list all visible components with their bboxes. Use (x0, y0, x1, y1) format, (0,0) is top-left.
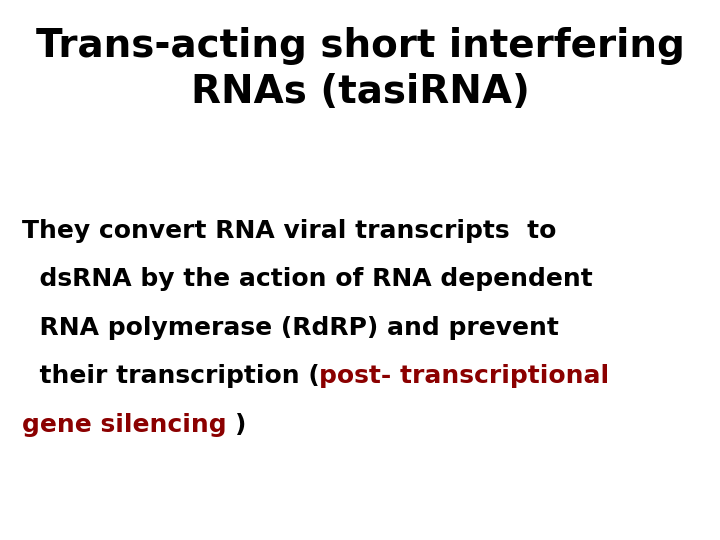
Text: their transcription (: their transcription ( (22, 364, 320, 388)
Text: gene silencing: gene silencing (22, 413, 235, 437)
Text: post- transcriptional: post- transcriptional (320, 364, 609, 388)
Text: ): ) (235, 413, 246, 437)
Text: RNA polymerase (RdRP) and prevent: RNA polymerase (RdRP) and prevent (22, 316, 559, 340)
Text: They convert RNA viral transcripts  to: They convert RNA viral transcripts to (22, 219, 556, 242)
Text: Trans-acting short interfering
RNAs (tasiRNA): Trans-acting short interfering RNAs (tas… (35, 27, 685, 111)
Text: dsRNA by the action of RNA dependent: dsRNA by the action of RNA dependent (22, 267, 593, 291)
